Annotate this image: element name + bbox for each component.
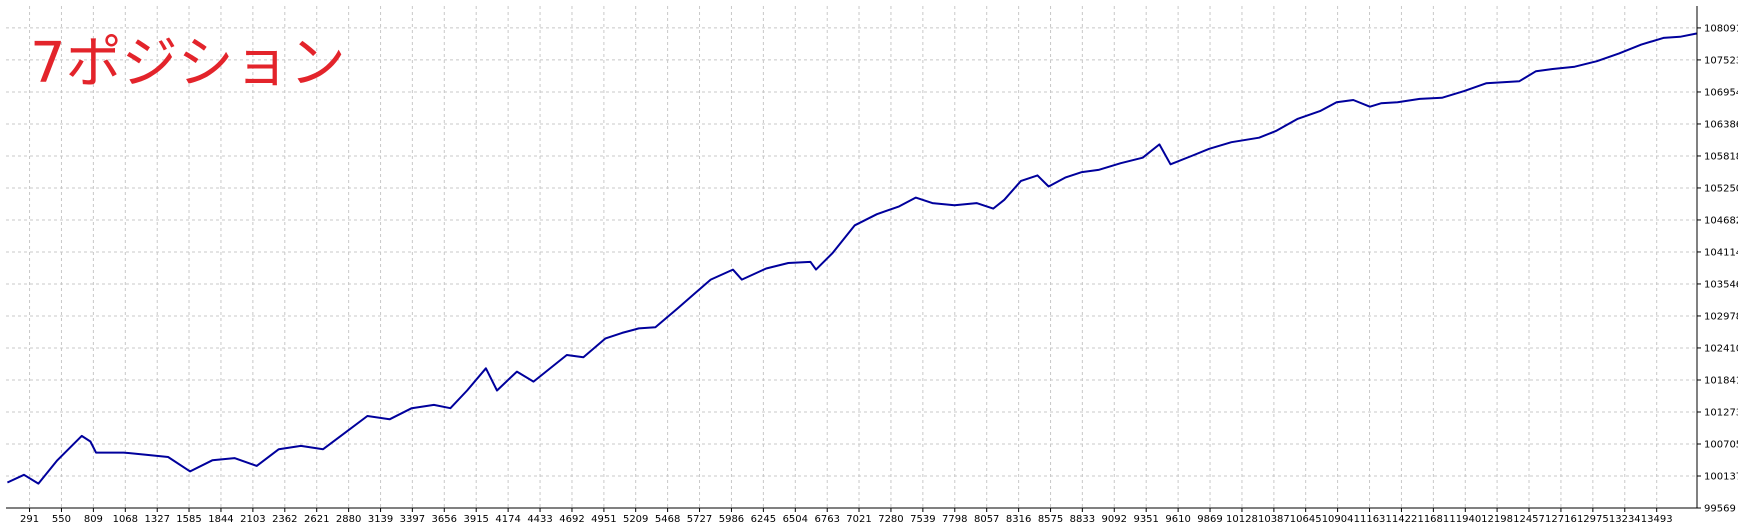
y-tick-label: 103546 (1704, 279, 1738, 290)
x-tick-label: 4951 (591, 514, 616, 524)
y-tick-label: 100705 (1704, 440, 1738, 451)
series-line (6, 32, 1697, 485)
y-tick-label: 104114 (1704, 247, 1738, 258)
plot-area (6, 6, 1697, 508)
x-tick-label: 11422 (1386, 514, 1418, 524)
y-tick-label: 101273 (1704, 408, 1738, 419)
x-tick-label: 10904 (1322, 514, 1354, 524)
x-tick-label: 12457 (1513, 514, 1545, 524)
x-tick-label: 3656 (432, 514, 457, 524)
y-tick-label: 102978 (1704, 311, 1738, 322)
x-tick-label: 2103 (240, 514, 265, 524)
x-tick-label: 11163 (1354, 514, 1386, 524)
x-tick-label: 4433 (527, 514, 552, 524)
x-tick-label: 4174 (495, 514, 520, 524)
x-tick-label: 13234 (1609, 514, 1641, 524)
x-tick-label: 2362 (272, 514, 297, 524)
x-tick-label: 5468 (655, 514, 680, 524)
x-tick-label: 9351 (1133, 514, 1158, 524)
x-tick-label: 5727 (687, 514, 712, 524)
x-tick-label: 1585 (176, 514, 201, 524)
y-tick-label: 100137 (1704, 472, 1738, 483)
y-tick-label: 104682 (1704, 215, 1738, 226)
x-tick-label: 3139 (368, 514, 393, 524)
plot (6, 32, 1697, 485)
y-tick-label: 99569 (1704, 504, 1736, 515)
x-tick-label: 8057 (974, 514, 999, 524)
x-tick-label: 2621 (304, 514, 329, 524)
x-tick-label: 6504 (783, 514, 808, 524)
x-tick-label: 3397 (400, 514, 425, 524)
x-tick-label: 10128 (1226, 514, 1258, 524)
x-tick-label: 12198 (1481, 514, 1513, 524)
y-tick-label: 106386 (1704, 119, 1738, 130)
x-tick-label: 291 (20, 514, 39, 524)
y-tick-label: 105818 (1704, 151, 1738, 162)
x-tick-label: 1327 (145, 514, 170, 524)
x-tick-label: 9869 (1197, 514, 1222, 524)
x-tick-label: 8833 (1070, 514, 1095, 524)
y-tick-label: 106954 (1704, 87, 1738, 98)
x-tick-label: 809 (84, 514, 103, 524)
y-tick-label: 108091 (1704, 23, 1738, 34)
x-tick-label: 10645 (1290, 514, 1322, 524)
x-tick-label: 7021 (846, 514, 871, 524)
y-tick-label: 102410 (1704, 343, 1738, 354)
y-tick-label: 105250 (1704, 183, 1738, 194)
x-tick-label: 8316 (1006, 514, 1031, 524)
x-tick-label: 10387 (1258, 514, 1290, 524)
x-tick-label: 9610 (1165, 514, 1190, 524)
x-tick-label: 7280 (878, 514, 903, 524)
x-tick-label: 12716 (1545, 514, 1577, 524)
x-tick-label: 6245 (751, 514, 776, 524)
chart-title: 7ポジション (30, 31, 346, 96)
x-tick-label: 2880 (336, 514, 361, 524)
x-tick-label: 9092 (1102, 514, 1127, 524)
x-tick-label: 4692 (559, 514, 584, 524)
x-tick-label: 12975 (1577, 514, 1609, 524)
x-tick-label: 11681 (1417, 514, 1449, 524)
x-tick-label: 7539 (910, 514, 935, 524)
x-tick-label: 3915 (463, 514, 488, 524)
x-tick-label: 8575 (1038, 514, 1063, 524)
x-tick-label: 5986 (719, 514, 744, 524)
x-tick-label: 11940 (1449, 514, 1481, 524)
x-tick-label: 1844 (208, 514, 233, 524)
x-tick-label: 7798 (942, 514, 967, 524)
x-tick-label: 13493 (1641, 514, 1673, 524)
x-tick-label: 6763 (814, 514, 839, 524)
x-tick-label: 1068 (113, 514, 138, 524)
grid (6, 6, 1697, 509)
y-tick-label: 107523 (1704, 55, 1738, 66)
x-tick-label: 550 (52, 514, 71, 524)
x-tick-label: 5209 (623, 514, 648, 524)
